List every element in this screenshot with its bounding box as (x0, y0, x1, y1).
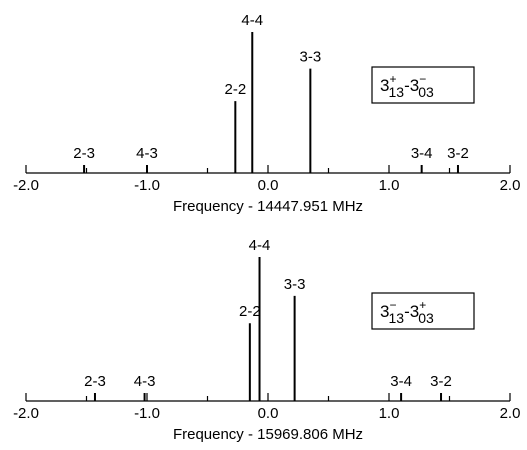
level-number: 3 (380, 76, 389, 95)
level-number: 3 (410, 302, 419, 321)
x-tick-label: 0.0 (258, 177, 279, 194)
level-subscript: 03 (418, 310, 434, 326)
x-tick-label: 1.0 (379, 177, 400, 194)
annotation-box (371, 66, 475, 104)
level-subscript: 03 (418, 84, 434, 100)
transition-label: 3-3 (300, 49, 322, 66)
level-subscript: 13 (388, 84, 404, 100)
x-tick-label: -1.0 (134, 177, 160, 194)
x-tick-label: 1.0 (379, 405, 400, 422)
transition-label: 2-2 (239, 303, 261, 320)
x-tick-label: -1.0 (134, 405, 160, 422)
transition-label: 4-4 (249, 237, 271, 254)
separator: - (404, 302, 410, 321)
annotation-text: 3− 13-3+ 03 (380, 298, 434, 326)
parity-superscript: + (419, 298, 426, 312)
transition-label: 3-3 (284, 276, 306, 293)
annotation-text: 3+ 13-3− 03 (380, 72, 434, 100)
level-subscript: 13 (388, 310, 404, 326)
transition-label: 2-2 (224, 81, 246, 98)
transition-label: 3-2 (430, 373, 452, 390)
transition-label: 4-4 (241, 12, 263, 29)
annotation-box (371, 292, 475, 330)
parity-superscript: − (389, 298, 396, 312)
transition-label: 4-3 (136, 145, 158, 162)
chart-panel-1: -2.0 -1.0 0.0 1.0 2.0 2-3 4-3 2-2 4-4 3-3 3-4 3-2 Fr… (13, 12, 520, 215)
transition-label: 2-3 (73, 145, 95, 162)
transition-label: 3-4 (411, 145, 433, 162)
transition-label: 2-3 (84, 373, 106, 390)
x-axis-label: Frequency - 14447.951 MHz (173, 198, 363, 215)
x-tick-label: -2.0 (13, 405, 39, 422)
transition-label: 3-4 (390, 373, 412, 390)
x-axis-label: Frequency - 15969.806 MHz (173, 426, 363, 443)
separator: - (404, 76, 410, 95)
x-tick-label: 2.0 (500, 177, 521, 194)
x-tick-label: -2.0 (13, 177, 39, 194)
transition-label: 4-3 (134, 373, 156, 390)
parity-superscript: + (389, 72, 396, 86)
chart-panel-2: -2.0 -1.0 0.0 1.0 2.0 2-3 4-3 2-2 4-4 3-3 3-4 3-2 Fr… (13, 237, 520, 443)
transition-label: 3-2 (447, 145, 469, 162)
parity-superscript: − (419, 72, 426, 86)
x-tick-label: 2.0 (500, 405, 521, 422)
level-number: 3 (380, 302, 389, 321)
level-number: 3 (410, 76, 419, 95)
x-tick-label: 0.0 (258, 405, 279, 422)
